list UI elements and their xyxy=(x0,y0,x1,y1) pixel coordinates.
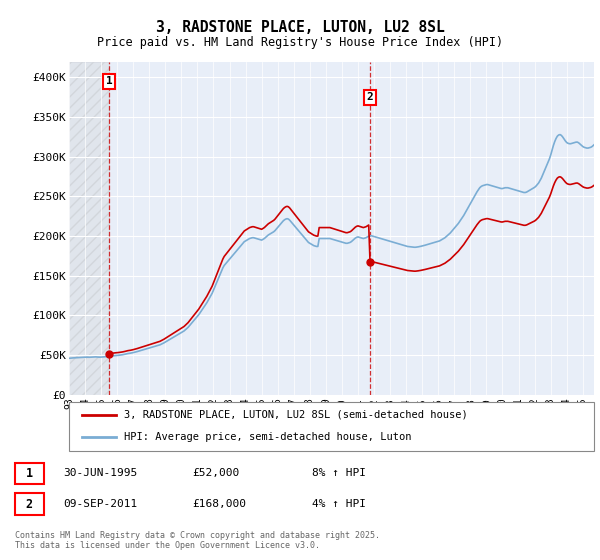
Text: £52,000: £52,000 xyxy=(192,468,239,478)
Text: 09-SEP-2011: 09-SEP-2011 xyxy=(63,499,137,509)
Text: £168,000: £168,000 xyxy=(192,499,246,509)
Text: HPI: Average price, semi-detached house, Luton: HPI: Average price, semi-detached house,… xyxy=(124,432,412,442)
Text: 1: 1 xyxy=(26,466,33,480)
Text: 4% ↑ HPI: 4% ↑ HPI xyxy=(312,499,366,509)
FancyBboxPatch shape xyxy=(69,402,594,451)
Text: 8% ↑ HPI: 8% ↑ HPI xyxy=(312,468,366,478)
Bar xyxy=(69,62,109,395)
Text: 2: 2 xyxy=(367,92,373,102)
Text: 2: 2 xyxy=(26,497,33,511)
Text: 30-JUN-1995: 30-JUN-1995 xyxy=(63,468,137,478)
Text: 3, RADSTONE PLACE, LUTON, LU2 8SL: 3, RADSTONE PLACE, LUTON, LU2 8SL xyxy=(155,20,445,35)
Text: 3, RADSTONE PLACE, LUTON, LU2 8SL (semi-detached house): 3, RADSTONE PLACE, LUTON, LU2 8SL (semi-… xyxy=(124,410,468,420)
Text: 1: 1 xyxy=(106,76,113,86)
Text: Contains HM Land Registry data © Crown copyright and database right 2025.
This d: Contains HM Land Registry data © Crown c… xyxy=(15,531,380,550)
Text: Price paid vs. HM Land Registry's House Price Index (HPI): Price paid vs. HM Land Registry's House … xyxy=(97,36,503,49)
Bar xyxy=(69,62,109,395)
